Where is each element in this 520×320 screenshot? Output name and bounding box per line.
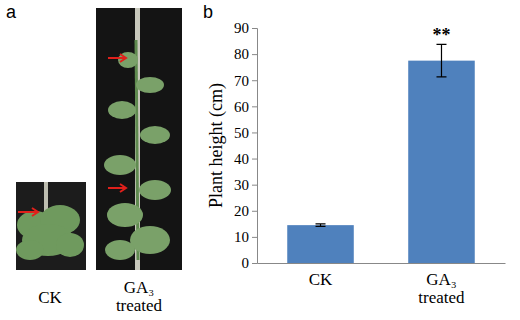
tick-label: 80 [234, 46, 249, 62]
tick-label: 10 [234, 229, 249, 245]
tick: 30 [234, 177, 257, 193]
plant-leaves [108, 101, 136, 119]
plant-leaves [105, 240, 135, 260]
figure: aCKGA₃treatedb0102030405060708090CKGA₃tr… [0, 0, 520, 320]
tick-label: CK [309, 270, 333, 289]
arrow [108, 54, 126, 62]
tick: 80 [234, 46, 257, 62]
tick-label: 70 [234, 73, 249, 89]
text-line: GA₃ [124, 278, 155, 297]
tick-label: 60 [234, 99, 249, 115]
arrow [108, 184, 126, 192]
tick: 0 [242, 255, 258, 271]
text-line: treated [418, 288, 465, 307]
photo-label: GA₃treated [116, 278, 163, 315]
tick-mark [252, 159, 257, 160]
plant-leaves [130, 226, 170, 254]
tick: 60 [234, 99, 257, 115]
tick-label: 0 [242, 255, 250, 271]
tick: 10 [234, 229, 257, 245]
bar [408, 61, 475, 263]
plant-leaves [107, 203, 143, 227]
tick-label: 50 [234, 125, 249, 141]
tick-label: 30 [234, 177, 249, 193]
annotation: ** [432, 25, 450, 45]
tick-mark [252, 211, 257, 212]
plant-leaves [16, 240, 44, 260]
plant-leaves [104, 155, 136, 175]
tick-mark [252, 263, 257, 264]
error-bar [436, 44, 446, 76]
tick: 50 [234, 125, 257, 141]
tick-mark [252, 132, 257, 133]
tick-mark [252, 28, 257, 29]
text-line: GA₃ [426, 270, 457, 289]
x-axis: CK GA₃treated [258, 263, 506, 307]
photo-label: CK [38, 288, 62, 307]
photo-stake [44, 182, 48, 212]
panel-label: a [6, 2, 17, 22]
tick: 90 [234, 20, 257, 36]
axis-line [258, 263, 506, 264]
plot-area [287, 44, 475, 263]
tick-label: GA₃treated [418, 270, 465, 307]
tick: 20 [234, 203, 257, 219]
panel-label: b [203, 2, 213, 22]
text-line: CK [309, 270, 333, 289]
axis-title: Plant height (cm) [206, 83, 227, 208]
tick-label: 20 [234, 203, 249, 219]
tick-mark [252, 237, 257, 238]
tick-label: 90 [234, 20, 249, 36]
photo-background [96, 8, 182, 270]
y-axis: 0 10 20 30 40 50 60 70 80 90 [234, 20, 258, 271]
tick: GA₃treated [418, 263, 465, 307]
axis-line [252, 29, 258, 264]
tick-label: 40 [234, 151, 249, 167]
plant-leaves [136, 77, 164, 93]
error-bar [316, 224, 326, 227]
bar [287, 225, 354, 263]
tick: CK [309, 263, 333, 289]
plant-leaves [56, 233, 84, 257]
tick: 40 [234, 151, 257, 167]
plant-stem [136, 40, 138, 260]
tick-mark [252, 106, 257, 107]
tick: 70 [234, 73, 257, 89]
tick-mark [252, 54, 257, 55]
tick-mark [252, 80, 257, 81]
plant-leaves [139, 180, 171, 200]
arrow [18, 208, 38, 216]
text-line: treated [116, 296, 163, 315]
panel-a: a CK GA₃treated [6, 2, 182, 315]
tick-mark [252, 185, 257, 186]
plant-leaves [140, 126, 170, 144]
photo-background [16, 182, 86, 270]
